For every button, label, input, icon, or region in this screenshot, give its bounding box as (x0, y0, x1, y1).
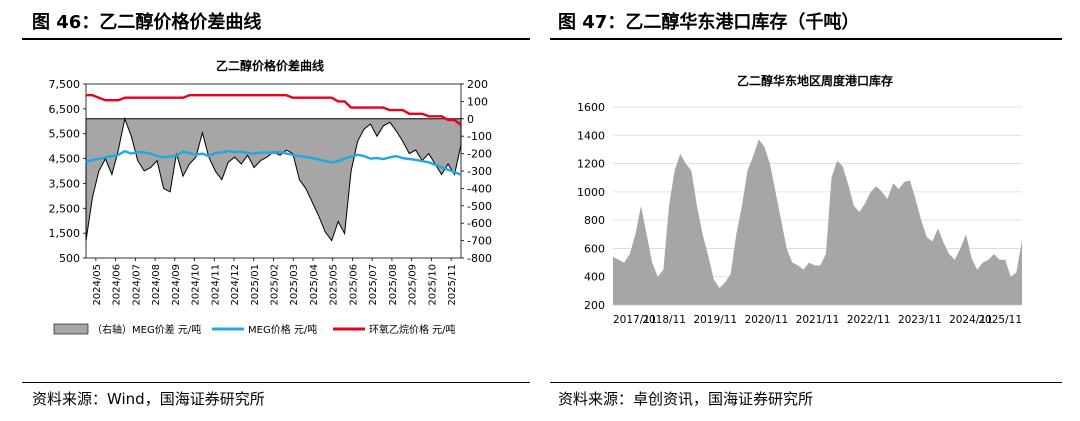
spread-area-layer (85, 117, 462, 242)
spread-area (85, 117, 462, 242)
left-y-axis: 7,500 6,500 5,500 4,500 3,500 2,500 1,500 500 (49, 78, 86, 265)
legend-swatch-spread (53, 323, 89, 335)
price-lines-layer (85, 94, 462, 176)
left-y-tick-label: 6,500 (49, 103, 81, 116)
right-y-tick-label: 100 (467, 95, 488, 108)
x-tick-label: 2025/10 (427, 264, 438, 306)
x-tick-label: 2022/11 (847, 314, 891, 326)
x-tick-label: 2025/11 (447, 264, 458, 306)
figure-46-title: 图 46：乙二醇价格价差曲线 (32, 12, 262, 33)
right-y-tick-label: -300 (467, 165, 492, 178)
x-tick-label: 2017/11 (613, 314, 657, 326)
x-axis: 2024/05 2024/06 2024/07 2024/08 2024/09 2024/… (92, 258, 458, 306)
inventory-area (613, 139, 1022, 305)
figure-46-top-rule (22, 38, 530, 40)
x-tick-label: 2018/11 (642, 314, 686, 326)
right-y-tick-label: -100 (467, 130, 492, 143)
eo-price-line (86, 94, 462, 126)
right-y-tick-label: -800 (467, 252, 492, 265)
x-tick-label: 2025/04 (309, 264, 320, 306)
y-axis: 1600 1400 1200 1000 800 600 400 200 (577, 101, 605, 312)
chart-title: 乙二醇华东地区周度港口库存 (737, 73, 893, 88)
y-tick-label: 400 (584, 271, 605, 284)
x-tick-label: 2025/07 (368, 264, 379, 306)
y-tick-label: 1200 (577, 158, 605, 171)
left-y-tick-label: 2,500 (49, 202, 81, 215)
figure-46-panel: 图 46：乙二醇价格价差曲线 乙二醇价格价差曲线 7,500 6,500 5,500… (22, 12, 530, 408)
meg-price-line (85, 149, 462, 176)
x-tick-label: 2019/11 (693, 314, 737, 326)
figure-47-source: 资料来源：卓创资讯，国海证券研究所 (558, 390, 814, 408)
x-tick-label: 2025/03 (289, 264, 300, 306)
legend: （右轴）MEG价差 元/吨 MEG价格 元/吨 环氧乙烷价格 元/吨 (53, 323, 456, 336)
right-y-tick-label: 0 (467, 113, 474, 126)
y-tick-label: 200 (584, 299, 605, 312)
x-tick-label: 2024/09 (171, 264, 182, 306)
inventory-area-layer (613, 139, 1022, 306)
meg-spread-chart: 乙二醇价格价差曲线 7,500 6,500 5,500 4,500 3,500 2,500… (49, 58, 492, 336)
y-tick-label: 1400 (577, 129, 605, 142)
legend-label-spread: （右轴）MEG价差 元/吨 (92, 323, 201, 336)
y-tick-label: 1000 (577, 186, 605, 199)
port-inventory-chart: 乙二醇华东地区周度港口库存 1600 1400 1200 1000 800 600 400 2… (577, 73, 1022, 326)
figure-47-panel: 图 47：乙二醇华东港口库存（千吨） 乙二醇华东地区周度港口库存 1600 140… (540, 0, 1080, 421)
right-y-tick-label: -600 (467, 217, 492, 230)
x-tick-label: 2025/09 (408, 264, 419, 306)
left-y-tick-label: 5,500 (49, 128, 81, 141)
x-tick-label: 2023/11 (898, 314, 942, 326)
x-tick-label: 2024/11 (949, 314, 993, 326)
x-tick-label: 2024/12 (230, 264, 241, 306)
left-y-tick-label: 4,500 (49, 153, 81, 166)
x-tick-label: 2025/06 (348, 264, 359, 306)
x-tick-label: 2025/08 (388, 264, 399, 306)
y-tick-label: 600 (584, 242, 605, 255)
legend-label-meg: MEG价格 元/吨 (248, 323, 317, 336)
left-y-tick-label: 500 (59, 252, 80, 265)
x-tick-label: 2024/11 (210, 264, 221, 306)
legend-label-eo: 环氧乙烷价格 元/吨 (369, 323, 456, 336)
figure-46-source: 资料来源：Wind，国海证券研究所 (32, 390, 265, 408)
x-tick-label: 2025/11 (978, 314, 1022, 326)
y-tick-label: 800 (584, 214, 605, 227)
right-y-tick-label: 200 (467, 78, 488, 91)
x-tick-label: 2025/02 (270, 264, 281, 306)
figure-47-title: 图 47：乙二醇华东港口库存（千吨） (558, 12, 860, 33)
x-tick-label: 2021/11 (796, 314, 840, 326)
x-tick-label: 2024/06 (112, 264, 123, 306)
left-y-tick-label: 3,500 (49, 177, 81, 190)
figure-47-bottom-rule (550, 382, 1062, 383)
x-tick-label: 2025/01 (250, 264, 261, 306)
y-tick-label: 1600 (577, 101, 605, 114)
left-y-tick-label: 7,500 (49, 78, 81, 91)
figure-46-bottom-rule (22, 382, 530, 383)
chart-title: 乙二醇价格价差曲线 (216, 58, 324, 73)
right-y-tick-label: -200 (467, 148, 492, 161)
x-tick-label: 2024/05 (92, 264, 103, 306)
x-tick-label: 2024/08 (151, 264, 162, 306)
left-y-tick-label: 1,500 (49, 227, 81, 240)
right-y-tick-label: -400 (467, 182, 492, 195)
right-y-tick-label: -500 (467, 200, 492, 213)
x-tick-label: 2020/11 (745, 314, 789, 326)
x-tick-label: 2025/05 (329, 264, 340, 306)
x-tick-label: 2024/10 (191, 264, 202, 306)
right-y-tick-label: -700 (467, 235, 492, 248)
figure-47-top-rule (550, 38, 1062, 40)
right-y-axis: 200 100 0 -100 -200 -300 -400 -500 -600 -700 -800 (461, 78, 492, 265)
x-tick-label: 2024/07 (131, 264, 142, 306)
